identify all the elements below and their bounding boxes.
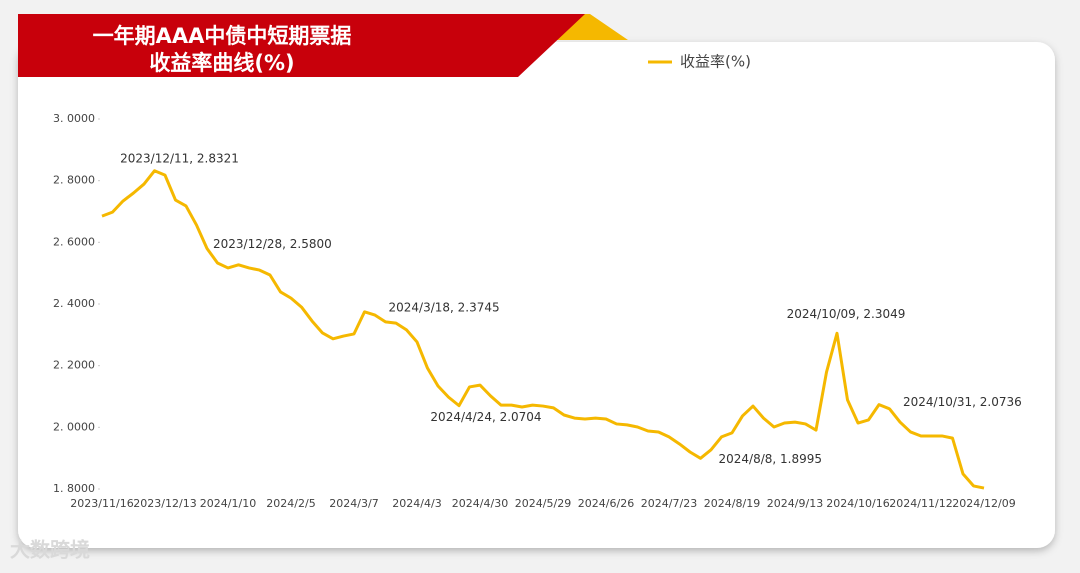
x-tick-label: 2024/6/26 [578,497,634,510]
data-label: 2024/3/18, 2.3745 [389,300,500,314]
x-tick-label: 2023/11/16 [70,497,133,510]
x-tick-label: 2024/8/19 [704,497,760,510]
x-tick-label: 2024/9/13 [767,497,823,510]
legend-label: 收益率(%) [680,53,751,71]
x-tick-label: 2024/4/3 [392,497,441,510]
data-label: 2024/10/31, 2.0736 [903,395,1022,409]
x-tick-label: 2024/5/29 [515,497,571,510]
chart-subtitle: 收益率曲线(%) [149,51,294,75]
x-tick-label: 2024/4/30 [452,497,508,510]
data-label: 2023/12/11, 2.8321 [120,151,239,165]
watermark: 大数跨境 [10,538,90,562]
y-tick-label: 2. 2000 [53,359,95,372]
y-tick-label: 3. 0000 [53,112,95,125]
y-tick-label: 2. 0000 [53,420,95,433]
x-tick-label: 2023/12/13 [133,497,196,510]
card [18,42,1055,548]
x-tick-label: 2024/11/12 [889,497,952,510]
x-tick-label: 2024/1/10 [200,497,256,510]
x-tick-label: 2024/12/09 [952,497,1015,510]
x-tick-label: 2024/3/7 [329,497,378,510]
x-tick-label: 2024/7/23 [641,497,697,510]
title-banner [18,14,585,77]
data-label: 2023/12/28, 2.5800 [213,237,332,251]
y-tick-label: 1. 8000 [53,482,95,495]
line-series [101,169,985,490]
chart-title: 一年期AAA中债中短期票据 [93,24,352,48]
y-tick-label: 2. 8000 [53,174,95,187]
x-tick-label: 2024/10/16 [826,497,889,510]
x-tick-label: 2024/2/5 [266,497,315,510]
y-tick-label: 2. 4000 [53,297,95,310]
data-label: 2024/8/8, 1.8995 [719,452,823,466]
y-tick-label: 2. 6000 [53,235,95,248]
data-label: 2024/4/24, 2.0704 [430,410,541,424]
data-label: 2024/10/09, 2.3049 [787,307,906,321]
